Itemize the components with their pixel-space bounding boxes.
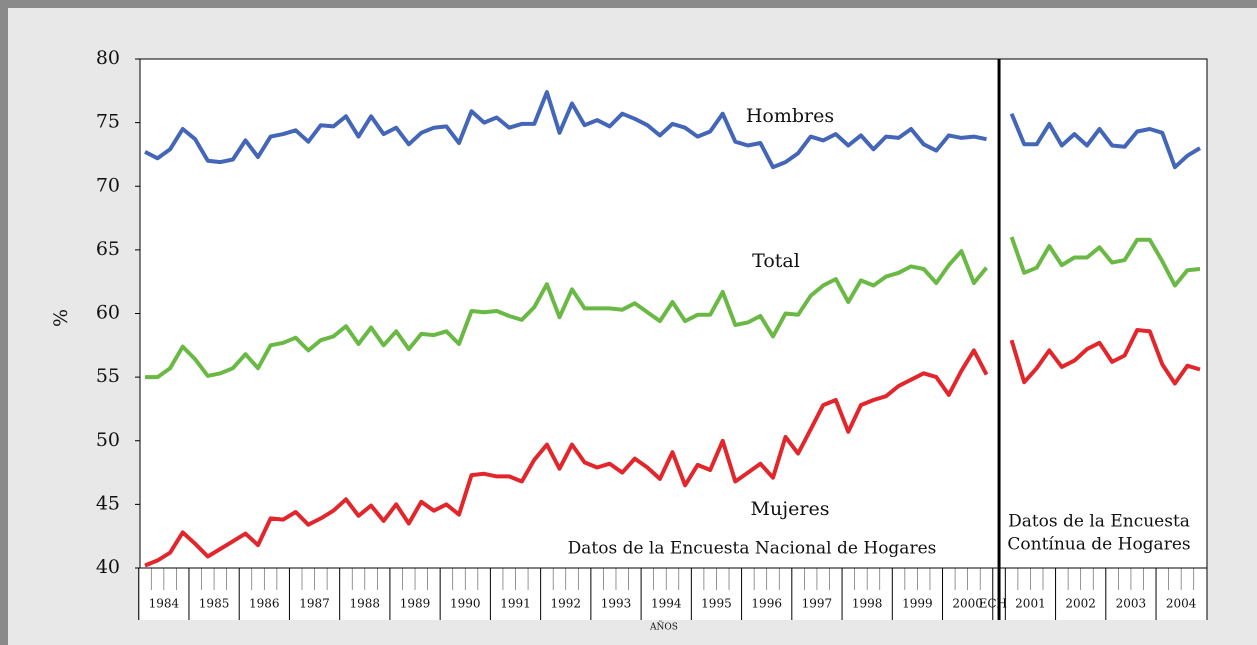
x-group-label: 1991 [500, 597, 531, 611]
x-group-label: 1990 [450, 597, 481, 611]
x-group-label: 1987 [299, 597, 330, 611]
y-tick-label: 60 [96, 302, 120, 324]
x-group-label: 1997 [802, 597, 833, 611]
annotation: Hombres [746, 105, 834, 127]
x-group-label: 2000 [952, 597, 983, 611]
x-group-label: 1993 [601, 597, 632, 611]
y-tick-label: 65 [96, 238, 120, 260]
x-group-label: 1994 [651, 597, 682, 611]
x-group-label: 1992 [550, 597, 581, 611]
x-group-label: 2001 [1015, 597, 1046, 611]
y-tick-label: 45 [96, 492, 120, 514]
x-axis-label: AÑOS [649, 621, 678, 633]
annotation: Total [752, 250, 800, 272]
series-line [144, 90, 1202, 170]
y-tick-label: 55 [96, 365, 120, 387]
x-group-label: 1989 [400, 597, 431, 611]
y-axis-label: % [50, 309, 72, 327]
x-group-label: 1999 [902, 597, 933, 611]
y-tick-label: 40 [96, 556, 120, 578]
x-group-label: 1995 [701, 597, 732, 611]
x-group-label: 2004 [1166, 597, 1197, 611]
y-tick-label: 70 [96, 174, 120, 196]
x-group-label: 1984 [149, 597, 180, 611]
series-line [144, 328, 1201, 568]
x-group-label: 1996 [751, 597, 782, 611]
y-tick-label: 75 [96, 111, 120, 133]
x-group-label: 1985 [199, 597, 230, 611]
annotation: Contínua de Hogares [1007, 535, 1190, 555]
x-group-label: 1988 [350, 597, 381, 611]
y-tick-label: 50 [96, 429, 120, 451]
left-border [0, 0, 8, 645]
y-tick-label: 80 [96, 47, 120, 69]
x-group-label: 2002 [1065, 597, 1096, 611]
annotation: Mujeres [751, 498, 830, 520]
annotation: Datos de la Encuesta Nacional de Hogares [568, 539, 937, 559]
top-border [0, 0, 1257, 8]
x-group-label: 1998 [852, 597, 883, 611]
x-axis-area [140, 568, 1207, 620]
x-group-label: ECH [979, 597, 1007, 611]
series-line [145, 236, 1201, 380]
x-group-label: 2003 [1116, 597, 1147, 611]
annotation: Datos de la Encuesta [1008, 512, 1190, 532]
x-group-label: 1986 [249, 597, 280, 611]
